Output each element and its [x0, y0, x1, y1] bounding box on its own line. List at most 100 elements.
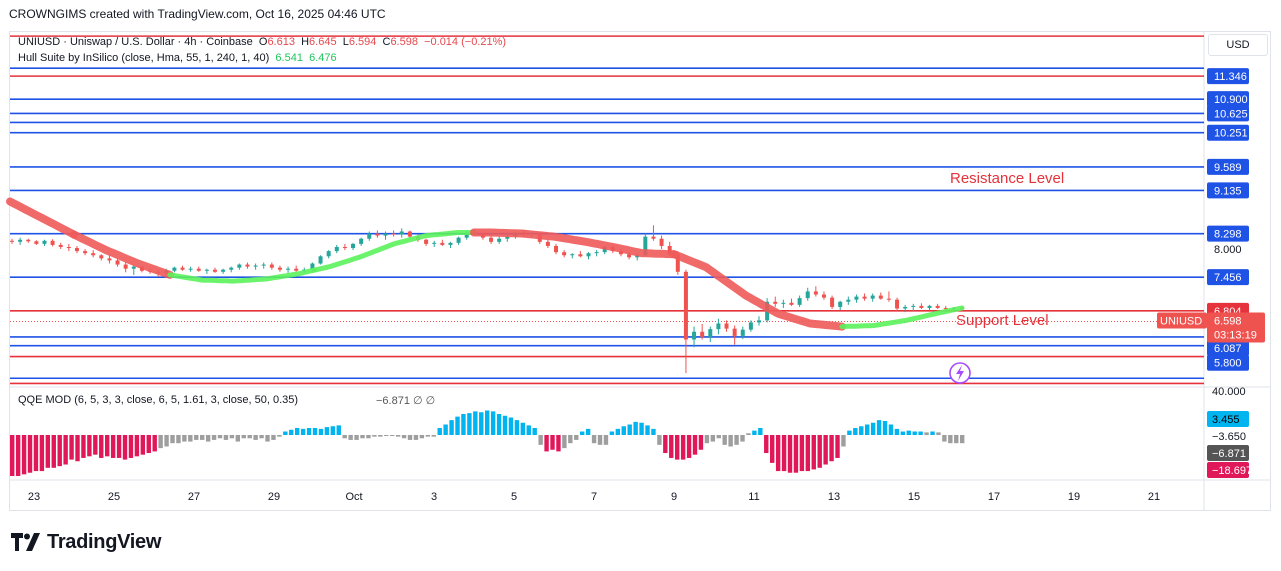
candle-body: [684, 272, 688, 340]
qqe-bar-26: [164, 435, 168, 446]
symbol-header: UNIUSD · Uniswap / U.S. Dollar · 4h · Co…: [18, 36, 506, 48]
candle-5: [51, 239, 55, 246]
candle-body: [757, 320, 761, 322]
qqe-bar-150: [901, 432, 905, 436]
qqe-bar-33: [206, 435, 210, 442]
price-tick-label: 5.800: [1214, 358, 1242, 370]
candle-99: [814, 286, 818, 296]
tradingview-logo-icon: [11, 533, 41, 551]
candle-body: [789, 303, 793, 305]
qqe-bar-97: [586, 429, 590, 435]
qqe-bar-141: [847, 431, 851, 435]
qqe-bar-119: [717, 435, 721, 438]
candle-91: [749, 320, 753, 331]
price-tick-2: 10.625: [1207, 105, 1249, 121]
qqe-bar-37: [230, 435, 234, 438]
candle-109: [895, 298, 899, 311]
candle-body: [286, 269, 290, 270]
candle-body: [457, 238, 461, 243]
qqe-bar-8: [58, 435, 62, 466]
candle-body: [172, 268, 176, 271]
qqe-bar-2: [22, 435, 26, 474]
candle-body: [91, 253, 95, 255]
hull-segment-0: [10, 202, 74, 235]
qqe-bar-54: [331, 426, 335, 435]
qqe-bar-38: [236, 435, 240, 442]
qqe-bar-146: [877, 420, 881, 435]
qqe-bar-34: [212, 435, 216, 440]
candle-body: [132, 267, 136, 269]
qqe-bar-45: [277, 435, 281, 437]
qqe-bar-5: [40, 435, 44, 471]
candle-104: [854, 295, 858, 303]
qqe-bar-155: [930, 432, 934, 436]
candle-20: [172, 267, 176, 273]
candle-body: [830, 298, 834, 307]
qqe-bar-107: [645, 425, 649, 435]
high-value: 6.645: [309, 36, 337, 48]
tradingview-logo[interactable]: TradingView: [11, 530, 161, 554]
candle-body: [343, 247, 347, 248]
candle-body: [400, 231, 404, 234]
candle-69: [570, 253, 574, 258]
price-tick-1: 10.900: [1207, 91, 1249, 107]
qqe-bar-151: [907, 431, 911, 435]
qqe-bar-115: [693, 435, 697, 455]
qqe-bar-133: [800, 435, 804, 471]
qqe-bar-52: [319, 429, 323, 435]
qqe-bar-20: [129, 435, 133, 458]
open-value: 6.613: [267, 36, 295, 48]
qqe-bar-147: [883, 421, 887, 435]
qqe-bar-72: [438, 428, 442, 435]
candle-body: [197, 269, 201, 271]
candle-83: [684, 270, 688, 373]
qqe-bar-66: [402, 435, 406, 438]
qqe-bar-129: [776, 435, 780, 471]
candle-111: [911, 304, 915, 311]
time-tick-9: 11: [748, 491, 759, 503]
candle-53: [440, 240, 444, 246]
candle-32: [270, 262, 274, 269]
candle-body: [270, 265, 274, 268]
qqe-values: −6.871 ∅ ∅: [376, 394, 435, 407]
candle-105: [863, 293, 867, 300]
qqe-bar-24: [153, 435, 157, 451]
qqe-bar-19: [123, 435, 127, 460]
qqe-tick-3: −6.871: [1207, 445, 1249, 461]
qqe-bar-67: [408, 435, 412, 440]
price-tick-label: 6.087: [1214, 343, 1242, 355]
candle-101: [830, 296, 834, 309]
price-tick-label: 11.346: [1214, 71, 1247, 83]
qqe-bar-82: [497, 414, 501, 435]
candle-12: [107, 255, 111, 263]
qqe-bar-1: [16, 435, 20, 476]
qqe-bar-125: [752, 431, 756, 435]
candle-body: [294, 269, 298, 271]
candle-body: [116, 260, 120, 264]
candle-70: [578, 251, 582, 257]
candle-6: [59, 243, 63, 249]
candle-22: [189, 267, 193, 272]
qqe-bar-75: [455, 417, 459, 435]
qqe-bar-17: [111, 435, 115, 458]
qqe-bar-64: [390, 435, 394, 436]
qqe-bar-100: [604, 435, 608, 445]
candle-106: [871, 293, 875, 301]
qqe-bar-51: [313, 428, 317, 435]
candle-29: [245, 262, 249, 268]
qqe-bar-143: [859, 426, 863, 435]
time-tick-13: 19: [1068, 491, 1080, 503]
candle-body: [392, 234, 396, 235]
candle-body: [107, 258, 111, 260]
qqe-bar-14: [93, 435, 97, 455]
candle-24: [205, 269, 209, 274]
candle-9: [83, 249, 87, 255]
candle-body: [700, 332, 704, 337]
candle-body: [838, 302, 842, 307]
time-tick-7: 7: [591, 491, 597, 503]
qqe-bar-39: [242, 435, 246, 438]
qqe-bar-83: [503, 416, 507, 435]
candle-10: [91, 250, 95, 257]
qqe-bar-86: [521, 423, 525, 435]
